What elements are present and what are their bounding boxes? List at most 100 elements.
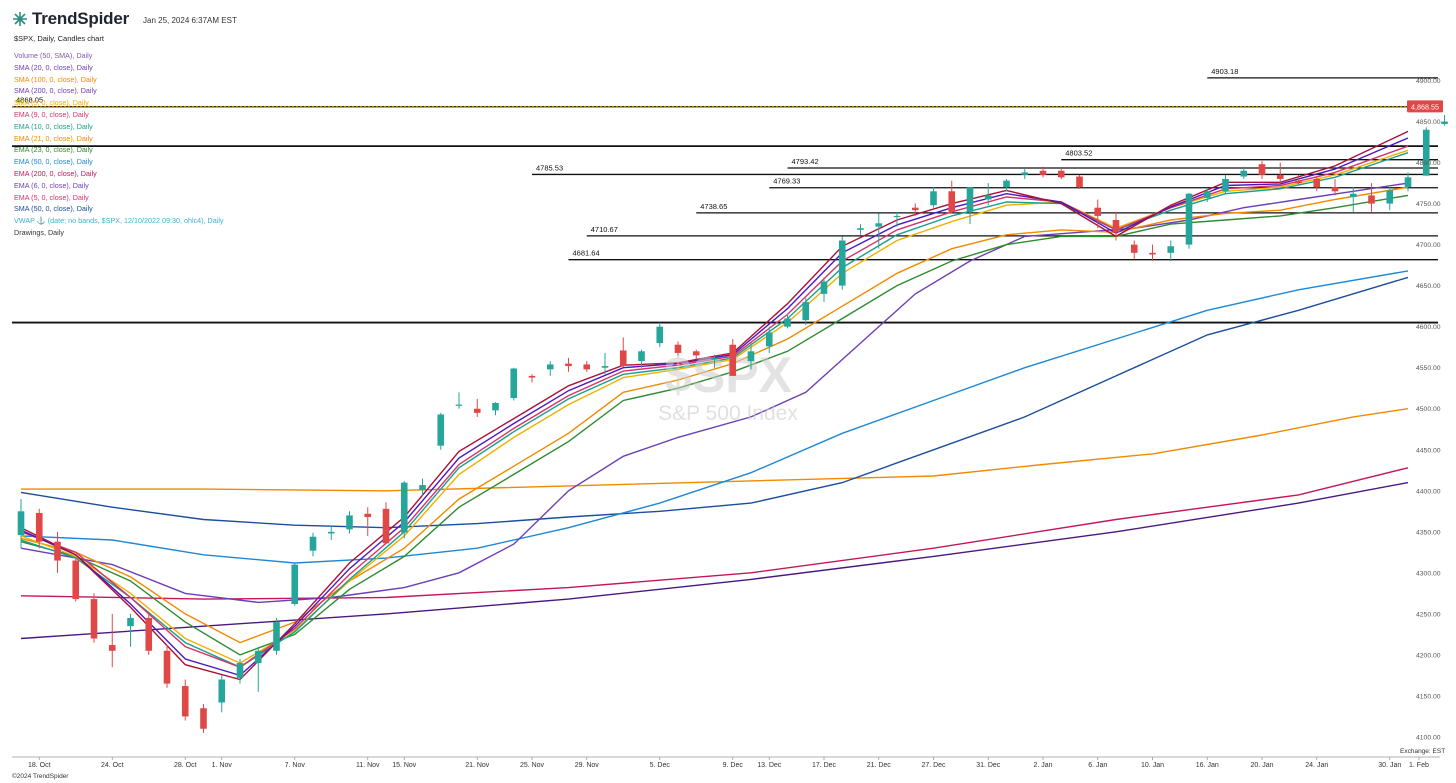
candle-body [765,332,773,347]
legend-item[interactable]: EMA (23, 0, close), Daily [14,145,93,155]
candle-body [1295,180,1302,184]
exchange-label: Exchange: EST [1400,748,1446,755]
candle-body [984,195,992,200]
legend-item[interactable]: EMA (50, 0, close), Daily [14,157,93,167]
candle-body [364,513,372,518]
x-tick-label: 21. Nov [465,762,490,769]
x-tick-label: 17. Dec [812,762,837,769]
candle-body [711,357,718,360]
y-tick-label: 4900.00 [1416,78,1441,85]
trendspider-logo-icon [13,12,27,26]
candle-body [1240,170,1248,177]
indicator-line [21,408,1409,492]
legend-item[interactable]: SMA (50, 0, close), Daily [14,204,93,214]
candle-body [1149,252,1156,255]
candle-body [1039,170,1047,175]
legend-item[interactable]: EMA (6, 0, close), Daily [14,180,89,190]
candle-body [254,650,262,664]
candle-body [1222,178,1229,192]
legend-item[interactable]: Volume (50, SMA), Daily [14,51,93,60]
legend-item[interactable]: EMA (9, 0, close), Daily [14,109,89,119]
legend-item[interactable]: SMA (100, 0, close), Daily [14,74,97,84]
legend-item[interactable]: SMA (200, 0, close), Daily [14,86,97,96]
level-label: 4868.05 [16,96,43,105]
candle-body [1076,176,1083,188]
candle-body [200,708,207,729]
y-tick-label: 4500.00 [1416,406,1441,413]
x-tick-label: 1. Feb [1409,762,1429,769]
candle-body [90,599,98,639]
level-label: 4681.64 [573,249,600,258]
legend-item[interactable]: SMA (5, 0, close), Daily [14,98,89,108]
candle-body [455,404,463,406]
candle-body [1057,170,1065,178]
x-tick-label: 21. Dec [867,762,892,769]
candle-body [17,511,25,536]
x-tick-label: 10. Jan [1141,762,1164,769]
candle-body [619,350,627,367]
candle-body [309,536,317,551]
candle-body [473,408,481,413]
y-tick-label: 4150.00 [1416,693,1441,700]
candle-body [1167,246,1175,253]
legend-item[interactable]: EMA (200, 0, close), Daily [14,168,97,178]
candle-body [966,187,974,212]
candle-body [1404,177,1412,188]
price-tag-text: 4,868.55 [1411,102,1439,111]
candle-body [1203,191,1211,198]
copyright: ©2024 TrendSpider [12,773,69,780]
y-tick-label: 4450.00 [1416,447,1441,454]
y-tick-label: 4250.00 [1416,611,1441,618]
legend-item[interactable]: EMA (10, 0, close), Daily [14,121,93,131]
y-tick-label: 4350.00 [1416,529,1441,536]
candle-body [674,344,682,353]
x-tick-label: 2. Jan [1033,762,1052,769]
y-tick-label: 4850.00 [1416,119,1441,126]
level-label: 4769.33 [773,177,800,186]
y-tick-label: 4300.00 [1416,570,1441,577]
candle-body [1349,193,1357,198]
x-tick-label: 15. Nov [392,762,417,769]
candle-body [492,402,499,411]
candle-body [1368,195,1375,204]
candle-body [108,645,116,651]
timestamp: Jan 25, 2024 6:37AM EST [143,16,237,25]
candle-body [1276,174,1284,179]
candle-body [1021,172,1029,175]
level-label: 4738.65 [700,202,727,211]
candle-body [72,560,80,600]
candle-body [692,351,700,356]
watermark-name: S&P 500 Index [658,402,798,425]
legend-item[interactable]: SMA (20, 0, close), Daily [14,62,93,72]
y-axis: 4100.00 4150.00 4200.00 4250.00 4300.00 4350.… [1416,78,1441,741]
candle-body [747,351,755,362]
candle-body [181,686,189,717]
candle-body [35,512,43,542]
y-tick-label: 4100.00 [1416,734,1441,741]
indicator-line [20,481,1409,640]
candle-body [1112,220,1120,233]
legend-item[interactable]: Drawings, Daily [14,227,64,237]
candle-body [419,485,426,490]
y-tick-label: 4750.00 [1416,201,1441,208]
level-label: 4710.67 [591,225,618,234]
indicator-line [20,270,1409,564]
legend-item[interactable]: EMA (21, 0, close), Daily [14,133,93,143]
indicator-line [20,137,1409,677]
candle-body [1441,121,1448,125]
candle-body [145,617,153,651]
legend-item[interactable]: EMA (5, 0, close), Daily [14,192,89,202]
x-tick-label: 9. Dec [723,762,744,769]
candle-body [857,228,864,230]
x-tick-label: 24. Oct [101,762,124,769]
indicator-legend: Volume (50, SMA), Daily SMA (20, 0, close… [14,50,224,239]
last-price-tag: 4,868.55 [1407,100,1443,113]
candle-body [638,351,645,362]
brand-name: TrendSpider [32,9,129,28]
candle-body [382,508,390,544]
candle-body [1185,193,1193,245]
candle-body [327,531,335,534]
y-tick-label: 4550.00 [1416,365,1441,372]
legend-item[interactable]: VWAP ⚓ (date; no bands, $SPX, 12/10/2022… [14,216,224,226]
